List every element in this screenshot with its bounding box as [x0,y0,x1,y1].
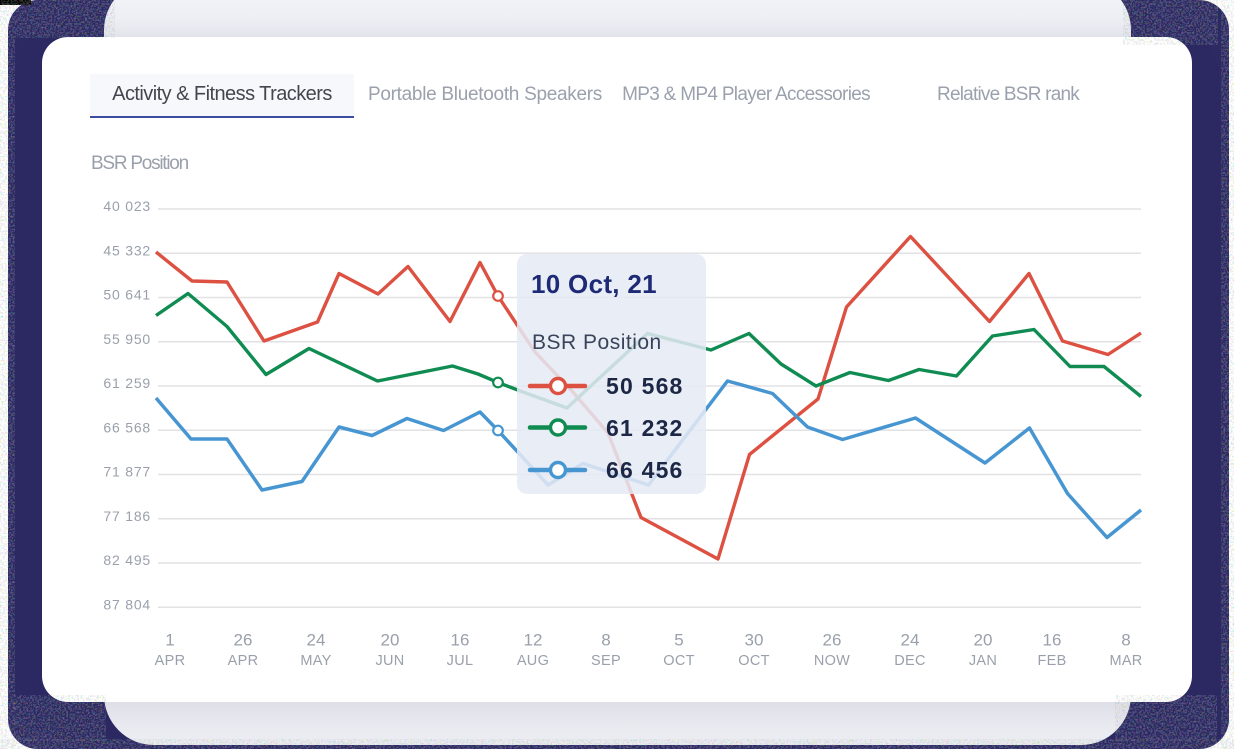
svg-text:8: 8 [601,631,610,650]
svg-text:71 877: 71 877 [103,464,151,480]
svg-text:66 568: 66 568 [103,419,151,435]
svg-text:SEP: SEP [591,653,621,669]
svg-text:16: 16 [1043,631,1062,650]
svg-text:APR: APR [228,653,259,669]
svg-text:JAN: JAN [969,653,997,669]
svg-text:AUG: AUG [517,653,549,669]
svg-text:50 641: 50 641 [103,287,151,303]
svg-text:82 495: 82 495 [103,552,151,568]
svg-text:JUN: JUN [375,653,404,669]
svg-text:8: 8 [1121,631,1130,650]
svg-text:OCT: OCT [738,653,770,669]
svg-text:JUL: JUL [447,653,474,669]
svg-text:45 332: 45 332 [103,242,151,258]
svg-text:20: 20 [974,631,993,650]
svg-text:40 023: 40 023 [103,198,151,214]
svg-text:20: 20 [381,631,400,650]
svg-text:MAR: MAR [1109,653,1142,669]
svg-text:55 950: 55 950 [103,331,151,347]
svg-text:FEB: FEB [1037,653,1066,669]
svg-text:26: 26 [234,631,253,650]
svg-text:OCT: OCT [663,653,695,669]
svg-text:24: 24 [901,631,920,650]
svg-text:APR: APR [155,653,186,669]
svg-text:24: 24 [307,631,326,650]
svg-text:MAY: MAY [300,653,331,669]
svg-text:16: 16 [451,631,470,650]
svg-text:NOW: NOW [814,653,850,669]
svg-text:61 259: 61 259 [103,375,151,391]
svg-text:12: 12 [524,631,543,650]
svg-text:77 186: 77 186 [103,508,151,524]
svg-text:87 804: 87 804 [103,596,151,612]
svg-text:26: 26 [823,631,842,650]
svg-text:DEC: DEC [894,653,926,669]
svg-text:5: 5 [674,631,683,650]
svg-text:30: 30 [745,631,764,650]
svg-text:1: 1 [165,631,174,650]
